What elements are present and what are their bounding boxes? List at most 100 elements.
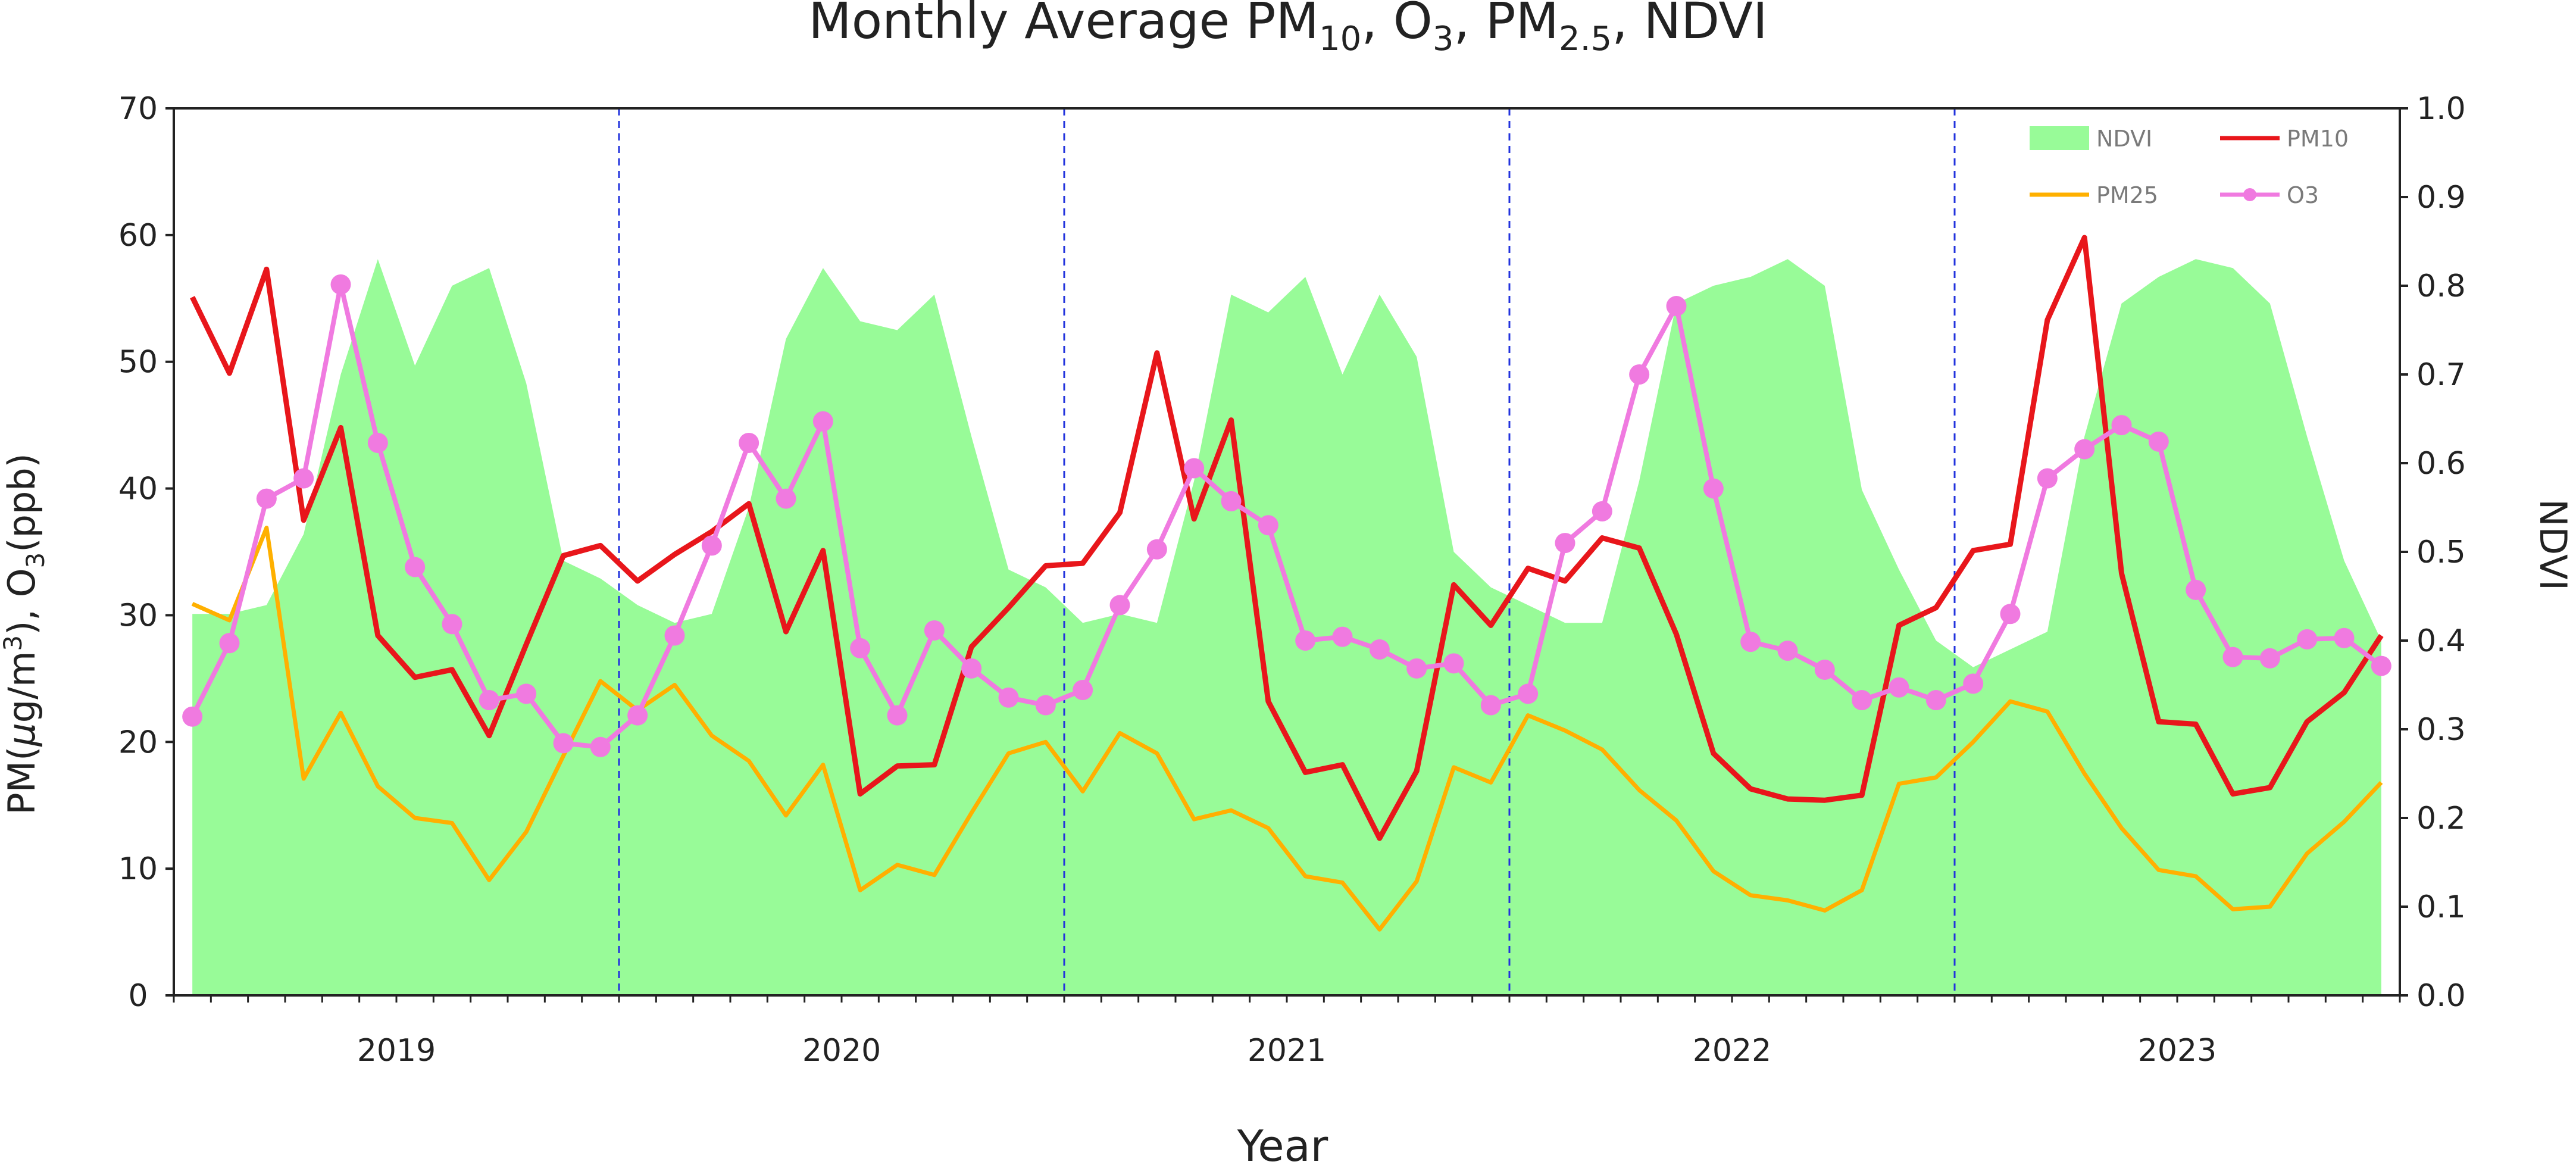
- plot-area: 0 10 20 30 40 50 60 70 0.0 0.1 0.2 0.3 0.4 0.5 0.6 0.7 0…: [118, 91, 2466, 1069]
- x-tick-label: 2022: [1693, 1033, 1771, 1069]
- o3-marker: [2186, 579, 2206, 600]
- y2-tick-label: 0.4: [2416, 623, 2466, 659]
- x-tick-label: 2021: [1248, 1033, 1326, 1069]
- o3-marker: [1963, 673, 1984, 694]
- o3-marker: [330, 274, 351, 295]
- o3-marker: [2222, 647, 2243, 667]
- y2-tick-label: 0.1: [2416, 889, 2466, 925]
- o3-marker: [219, 633, 240, 654]
- o3-marker: [1703, 478, 1724, 499]
- legend-label: O3: [2287, 182, 2319, 208]
- y-tick-label: 70: [118, 91, 158, 127]
- o3-marker: [1406, 658, 1427, 679]
- x-tick-label: 2020: [802, 1033, 881, 1069]
- y2-tick-label: 0.3: [2416, 712, 2466, 748]
- o3-marker: [553, 733, 574, 754]
- legend-marker-o3: [2243, 188, 2256, 201]
- o3-marker: [442, 614, 462, 635]
- pm10-line: [190, 235, 2384, 841]
- y-axis-label: PM(μg/m3), O3(ppb): [0, 453, 50, 815]
- y-tick-label: 40: [118, 471, 158, 507]
- o3-marker: [516, 683, 537, 704]
- pm25-line: [191, 526, 2383, 932]
- o3-marker: [776, 488, 796, 509]
- o3-marker: [850, 638, 871, 658]
- o3-marker: [1666, 296, 1687, 317]
- o3-marker: [479, 690, 499, 711]
- o3-marker: [701, 535, 722, 556]
- y2-tick-label: 0.5: [2416, 535, 2466, 570]
- o3-marker: [2259, 648, 2280, 669]
- o3-marker: [1109, 595, 1130, 616]
- ndvi-area: [192, 259, 2381, 995]
- o3-marker: [2111, 415, 2132, 436]
- y-tick-label: 30: [118, 598, 158, 633]
- o3-marker: [1443, 653, 1464, 674]
- legend-swatch-ndvi: [2030, 126, 2089, 150]
- o3-marker: [2334, 627, 2355, 648]
- y-tick-label: 0: [128, 978, 148, 1014]
- o3-marker: [739, 432, 759, 453]
- o3-marker: [2074, 439, 2095, 460]
- o3-marker: [2297, 629, 2318, 649]
- o3-marker: [2371, 655, 2391, 676]
- o3-marker: [1518, 683, 1539, 704]
- o3-marker: [2037, 468, 2058, 489]
- o3-line: [190, 282, 2383, 750]
- y2-tick-label: 0.9: [2416, 180, 2466, 216]
- y-tick-label: 50: [118, 345, 158, 380]
- y-tick-label: 20: [118, 725, 158, 760]
- x-tick-label: 2019: [357, 1033, 436, 1069]
- o3-marker: [1740, 632, 1761, 652]
- o3-marker: [367, 432, 388, 453]
- o3-marker: [1777, 641, 1798, 661]
- o3-marker: [2000, 604, 2021, 624]
- o3-marker: [1369, 639, 1390, 660]
- o3-marker: [998, 687, 1019, 708]
- y2-tick-label: 0.8: [2416, 268, 2466, 304]
- o3-marker: [1184, 458, 1205, 479]
- o3-marker: [182, 706, 203, 727]
- y2-tick-label: 0.0: [2416, 978, 2466, 1014]
- o3-marker: [1852, 690, 1872, 711]
- y2-tick-label: 0.7: [2416, 357, 2466, 393]
- x-tick-label: 2023: [2138, 1033, 2217, 1069]
- o3-marker: [2148, 431, 2169, 452]
- o3-marker: [1295, 630, 1316, 651]
- legend-label: PM10: [2287, 126, 2349, 152]
- o3-marker: [1629, 364, 1650, 385]
- x-axis-label: Year: [1237, 1121, 1328, 1171]
- y-tick-label: 10: [118, 851, 158, 887]
- o3-marker: [256, 488, 277, 509]
- o3-marker: [812, 411, 833, 432]
- o3-marker: [293, 468, 314, 489]
- o3-marker: [1221, 491, 1242, 511]
- o3-marker: [1925, 690, 1946, 711]
- o3-marker: [405, 557, 426, 577]
- o3-marker: [590, 736, 611, 757]
- y2-tick-label: 0.2: [2416, 801, 2466, 836]
- y-tick-label: 60: [118, 218, 158, 254]
- legend-label: NDVI: [2096, 126, 2152, 152]
- o3-marker: [1555, 533, 1575, 554]
- y2-tick-label: 1.0: [2416, 91, 2466, 127]
- o3-marker: [1480, 695, 1501, 716]
- o3-marker: [1814, 659, 1835, 680]
- o3-marker: [924, 620, 945, 641]
- o3-marker: [1258, 515, 1278, 536]
- o3-marker: [1889, 677, 1909, 698]
- o3-marker: [1035, 695, 1056, 716]
- o3-marker: [664, 625, 685, 646]
- legend-label: PM25: [2096, 182, 2158, 208]
- o3-marker: [887, 705, 908, 726]
- y2-axis-label: NDVI: [2531, 499, 2575, 591]
- o3-marker: [1073, 680, 1093, 701]
- o3-marker: [961, 658, 982, 679]
- o3-marker: [1332, 626, 1353, 647]
- y2-tick-label: 0.6: [2416, 446, 2466, 482]
- chart-title: Monthly Average PM10, O3, PM2.5, NDVI: [808, 0, 1768, 58]
- o3-marker: [627, 705, 648, 726]
- o3-marker: [1592, 501, 1612, 522]
